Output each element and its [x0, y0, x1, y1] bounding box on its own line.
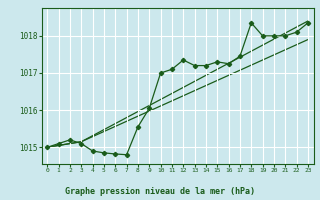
- Text: Graphe pression niveau de la mer (hPa): Graphe pression niveau de la mer (hPa): [65, 187, 255, 196]
